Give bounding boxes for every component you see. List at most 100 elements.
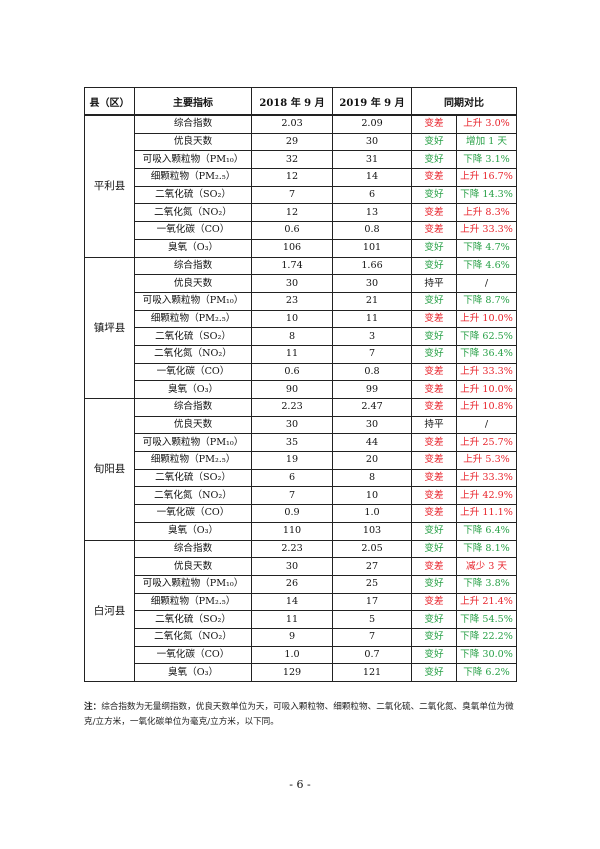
trend-label: 变差 [411,221,457,240]
value-2019: 13 [332,203,412,223]
change-value: 上升 10.8% [456,398,517,417]
value-2018: 7 [251,486,333,506]
value-2019: 30 [332,132,412,152]
value-2019: 3 [332,327,412,346]
value-2019: 7 [332,344,412,364]
value-2019: 21 [332,291,412,311]
change-value: 增加 1 天 [456,132,517,152]
indicator-name: 可吸入颗粒物（PM₁₀） [134,574,252,594]
indicator-name: 细颗粒物（PM₂.₅） [134,451,252,470]
value-2018: 2.03 [251,114,333,134]
table-row: 一氧化碳（CO） 0.6 0.8 变差 上升 33.3% [85,362,517,382]
header-comparison: 同期对比 [411,87,517,116]
change-value: 上升 33.3% [456,362,517,382]
value-2019: 25 [332,574,412,594]
change-value: 上升 33.3% [456,468,517,488]
value-2018: 129 [251,663,333,682]
indicator-name: 臭氧（O₃） [134,663,252,682]
value-2018: 6 [251,468,333,488]
trend-label: 变好 [411,521,457,541]
table-row: 镇坪县 综合指数 1.74 1.66 变好 下降 4.6% [84,256,517,399]
indicator-name: 细颗粒物（PM₂.₅） [134,309,252,329]
indicator-name: 臭氧（O₃） [134,380,252,399]
table-header-row: 县（区） 主要指标 2018 年 9 月 2019 年 9 月 同期对比 [84,87,517,116]
value-2018: 0.6 [251,362,333,382]
value-2019: 6 [332,185,412,205]
change-value: 减少 3 天 [456,557,517,576]
indicator-name: 一氧化碳（CO） [134,362,252,382]
indicator-name: 二氧化硫（SO₂） [134,185,252,205]
indicator-name: 臭氧（O₃） [134,521,252,541]
value-2018: 26 [251,574,333,594]
trend-label: 变好 [411,238,457,258]
trend-label: 变好 [411,645,457,665]
indicator-name: 二氧化氮（NO₂） [134,486,252,506]
value-2018: 7 [251,185,333,205]
value-2019: 99 [332,380,412,399]
value-2019: 5 [332,610,412,629]
trend-label: 变差 [411,380,457,399]
table-row: 二氧化氮（NO₂） 7 10 变差 上升 42.9% [85,486,517,506]
air-quality-comparison-table: 县（区） 主要指标 2018 年 9 月 2019 年 9 月 同期对比 平利县… [84,87,517,682]
change-value: 下降 36.4% [456,344,517,364]
trend-label: 变差 [411,114,457,134]
value-2019: 14 [332,168,412,187]
trend-label: 变好 [411,132,457,152]
value-2018: 10 [251,309,333,329]
table-row: 可吸入颗粒物（PM₁₀） 23 21 变好 下降 8.7% [85,291,517,311]
indicator-name: 综合指数 [134,539,252,559]
trend-label: 持平 [411,415,457,435]
value-2019: 1.66 [332,256,412,276]
header-2019: 2019 年 9 月 [332,87,412,116]
table-row: 一氧化碳（CO） 1.0 0.7 变好 下降 30.0% [85,645,517,665]
indicator-name: 臭氧（O₃） [134,238,252,258]
value-2019: 7 [332,627,412,647]
trend-label: 变差 [411,433,457,453]
indicator-name: 一氧化碳（CO） [134,504,252,523]
value-2018: 90 [251,380,333,399]
indicator-name: 优良天数 [134,557,252,576]
value-2019: 0.8 [332,362,412,382]
county-name: 镇坪县 [84,256,135,399]
indicator-name: 综合指数 [134,398,252,417]
value-2019: 121 [332,663,412,682]
table-row: 二氧化氮（NO₂） 9 7 变好 下降 22.2% [85,627,517,647]
indicator-name: 综合指数 [134,256,252,276]
value-2019: 44 [332,433,412,453]
table-row: 二氧化硫（SO₂） 8 3 变好 下降 62.5% [85,327,517,346]
value-2018: 30 [251,557,333,576]
value-2018: 11 [251,344,333,364]
trend-label: 变好 [411,185,457,205]
indicator-name: 可吸入颗粒物（PM₁₀） [134,433,252,453]
table-row: 臭氧（O₃） 110 103 变好 下降 6.4% [85,521,517,541]
value-2019: 101 [332,238,412,258]
trend-label: 变好 [411,627,457,647]
table-row: 可吸入颗粒物（PM₁₀） 32 31 变好 下降 3.1% [85,150,517,170]
value-2019: 27 [332,557,412,576]
table-row: 一氧化碳（CO） 0.6 0.8 变差 上升 33.3% [85,221,517,240]
value-2018: 9 [251,627,333,647]
trend-label: 变好 [411,663,457,682]
value-2019: 17 [332,592,412,612]
value-2019: 2.09 [332,114,412,134]
header-2018: 2018 年 9 月 [251,87,333,116]
change-value: 下降 14.3% [456,185,517,205]
trend-label: 变差 [411,309,457,329]
value-2018: 23 [251,291,333,311]
table-row: 二氧化硫（SO₂） 7 6 变好 下降 14.3% [85,185,517,205]
value-2019: 30 [332,274,412,293]
table-row: 可吸入颗粒物（PM₁₀） 26 25 变好 下降 3.8% [85,574,517,594]
table-row: 二氧化氮（NO₂） 12 13 变差 上升 8.3% [85,203,517,223]
change-value: 下降 6.2% [456,663,517,682]
change-value: 下降 3.1% [456,150,517,170]
trend-label: 变差 [411,451,457,470]
table-footnote: 注：综合指数为无量纲指数，优良天数单位为天，可吸入颗粒物、细颗粒物、二氧化硫、二… [84,700,520,730]
value-2019: 20 [332,451,412,470]
value-2018: 14 [251,592,333,612]
trend-label: 变好 [411,344,457,364]
change-value: 上升 10.0% [456,380,517,399]
value-2018: 110 [251,521,333,541]
value-2019: 2.05 [332,539,412,559]
table-row: 细颗粒物（PM₂.₅） 14 17 变差 上升 21.4% [85,592,517,612]
trend-label: 变差 [411,398,457,417]
